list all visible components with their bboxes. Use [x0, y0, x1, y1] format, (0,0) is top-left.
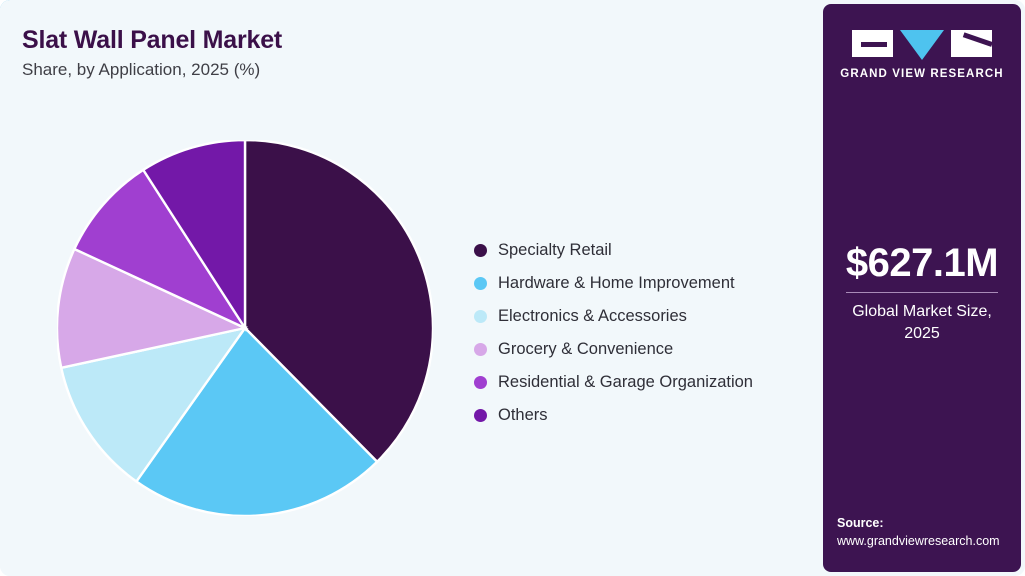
pie-slice — [141, 140, 247, 333]
pie-slice — [72, 168, 249, 331]
page-title: Slat Wall Panel Market — [22, 26, 283, 54]
legend-color-swatch-icon — [474, 409, 487, 422]
legend-item[interactable]: Grocery & Convenience — [474, 333, 804, 366]
logo-v-triangle-icon — [900, 30, 944, 60]
key-stat: $627.1M Global Market Size, 2025 — [823, 242, 1021, 344]
logo-marks — [823, 30, 1021, 60]
legend-item-label: Grocery & Convenience — [498, 340, 674, 358]
source-label: Source: — [837, 515, 884, 530]
legend-color-swatch-icon — [474, 376, 487, 389]
chart-legend: Specialty Retail Hardware & Home Improvem… — [474, 234, 804, 432]
pie-chart-svg — [57, 140, 433, 516]
pie-chart — [57, 140, 433, 516]
legend-item-label: Specialty Retail — [498, 241, 612, 259]
legend-color-swatch-icon — [474, 310, 487, 323]
legend-item[interactable]: Residential & Garage Organization — [474, 366, 804, 399]
pie-slice — [59, 326, 248, 484]
legend-color-swatch-icon — [474, 277, 487, 290]
pie-slice — [243, 140, 433, 464]
legend-item[interactable]: Specialty Retail — [474, 234, 804, 267]
legend-item-label: Electronics & Accessories — [498, 307, 687, 325]
stat-caption: Global Market Size, 2025 — [852, 303, 992, 342]
source-block: Source: www.grandviewresearch.com — [837, 514, 1017, 550]
grand-view-research-logo: GRAND VIEW RESEARCH — [823, 30, 1021, 80]
legend-color-swatch-icon — [474, 343, 487, 356]
logo-wordmark: GRAND VIEW RESEARCH — [840, 68, 1004, 80]
legend-item[interactable]: Electronics & Accessories — [474, 300, 804, 333]
chart-pane: Slat Wall Panel Market Share, by Applica… — [22, 26, 804, 516]
source-url: www.grandviewresearch.com — [837, 533, 1000, 548]
logo-r-icon — [951, 30, 992, 57]
stat-divider — [846, 292, 998, 293]
legend-item-label: Residential & Garage Organization — [498, 373, 753, 391]
pie-slice — [134, 326, 379, 516]
legend-item-label: Hardware & Home Improvement — [498, 274, 735, 292]
stat-value: $627.1M — [845, 241, 999, 285]
legend-item-label: Others — [498, 406, 548, 424]
pie-slice — [57, 247, 249, 370]
branding-panel: GRAND VIEW RESEARCH $627.1M Global Marke… — [823, 4, 1021, 572]
legend-item[interactable]: Hardware & Home Improvement — [474, 267, 804, 300]
page-subtitle: Share, by Application, 2025 (%) — [22, 60, 261, 79]
legend-color-swatch-icon — [474, 244, 487, 257]
legend-item[interactable]: Others — [474, 399, 804, 432]
logo-g-icon — [852, 30, 893, 57]
